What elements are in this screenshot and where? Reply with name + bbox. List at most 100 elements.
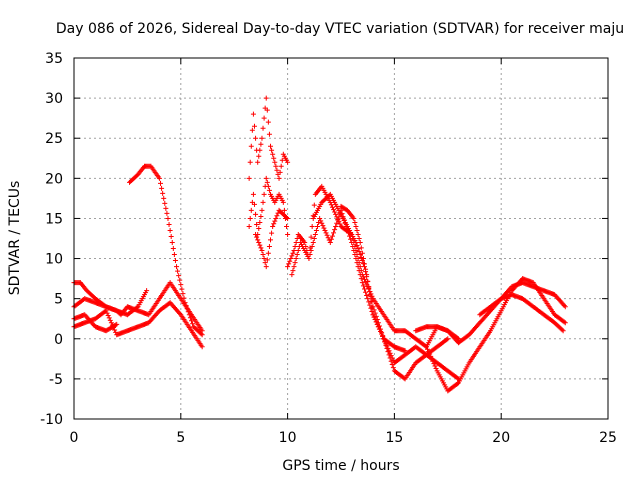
data-point [264, 107, 270, 113]
data-point [445, 336, 451, 342]
data-point [378, 329, 384, 335]
data-point [261, 191, 267, 197]
data-point [352, 252, 358, 258]
data-point [311, 236, 317, 241]
data-point [361, 286, 367, 292]
plot-frame [73, 57, 609, 420]
data-point [402, 348, 408, 354]
data-point [250, 111, 256, 117]
data-point [181, 295, 187, 301]
data-point [278, 163, 284, 169]
data-point [388, 358, 394, 364]
data-point [356, 236, 362, 241]
data-point [112, 327, 118, 333]
data-point [272, 218, 278, 224]
y-tick-label: 10 [45, 252, 63, 268]
data-point [108, 320, 114, 326]
data-point [248, 207, 254, 213]
data-point [199, 332, 205, 338]
data-point [315, 223, 321, 229]
data-point [356, 249, 362, 255]
data-point [255, 159, 261, 165]
data-point [253, 135, 259, 141]
data-point [250, 191, 256, 197]
data-point [263, 95, 269, 101]
series-trace-10 [289, 207, 461, 382]
data-point [302, 240, 308, 246]
data-point [363, 289, 369, 295]
y-tick-label: 5 [54, 292, 63, 308]
data-point [384, 345, 390, 351]
data-point [365, 296, 371, 302]
data-point [248, 143, 254, 149]
data-point [292, 260, 298, 266]
data-point [426, 349, 432, 355]
data-point [353, 240, 359, 246]
data-point [321, 225, 327, 231]
data-point [427, 351, 433, 357]
data-point [256, 240, 262, 246]
data-point [254, 234, 260, 240]
data-point [310, 240, 316, 246]
data-point [260, 199, 266, 205]
x-axis-label: GPS time / hours [282, 458, 399, 474]
data-point [106, 315, 112, 321]
data-point [308, 248, 314, 254]
data-point [268, 237, 274, 243]
data-point [254, 221, 260, 227]
data-point [361, 276, 367, 282]
data-point [163, 205, 169, 211]
data-point [251, 123, 257, 129]
data-point [373, 319, 379, 325]
y-tick-label: 30 [45, 91, 63, 107]
data-point [264, 179, 270, 185]
data-point [329, 233, 335, 239]
data-point [423, 344, 429, 350]
data-point [379, 331, 385, 337]
data-point [262, 260, 268, 266]
data-point [331, 207, 337, 213]
data-point [366, 285, 372, 291]
data-point [159, 185, 165, 191]
data-point [333, 223, 339, 229]
y-tick-label: 25 [45, 131, 63, 147]
data-point [180, 291, 186, 297]
data-point [322, 227, 328, 233]
data-point [364, 292, 370, 298]
data-point [383, 342, 389, 348]
data-point [178, 282, 184, 288]
data-point [260, 252, 266, 258]
data-point [258, 141, 264, 147]
data-point [190, 321, 196, 327]
data-point [332, 227, 338, 233]
data-point [168, 233, 174, 239]
data-point [273, 163, 279, 169]
data-point [386, 352, 392, 358]
data-point [169, 240, 175, 246]
data-point [172, 258, 178, 264]
data-point [290, 268, 296, 274]
data-point [365, 278, 371, 284]
data-point [354, 243, 360, 249]
data-point [279, 157, 285, 163]
data-point [258, 213, 264, 219]
data-point [371, 314, 377, 320]
data-point [273, 215, 279, 221]
data-point [247, 215, 253, 221]
data-point [354, 227, 360, 233]
data-point [265, 183, 271, 189]
data-point [156, 175, 162, 181]
data-point [274, 213, 280, 219]
data-point [327, 240, 333, 246]
data-point [265, 250, 271, 256]
data-point [375, 324, 381, 330]
data-point [266, 244, 272, 250]
data-point [259, 207, 265, 213]
data-point [182, 300, 188, 306]
data-point [390, 365, 396, 371]
data-point [165, 215, 171, 221]
data-point [257, 242, 263, 248]
data-point [319, 220, 325, 226]
data-point [177, 277, 183, 283]
